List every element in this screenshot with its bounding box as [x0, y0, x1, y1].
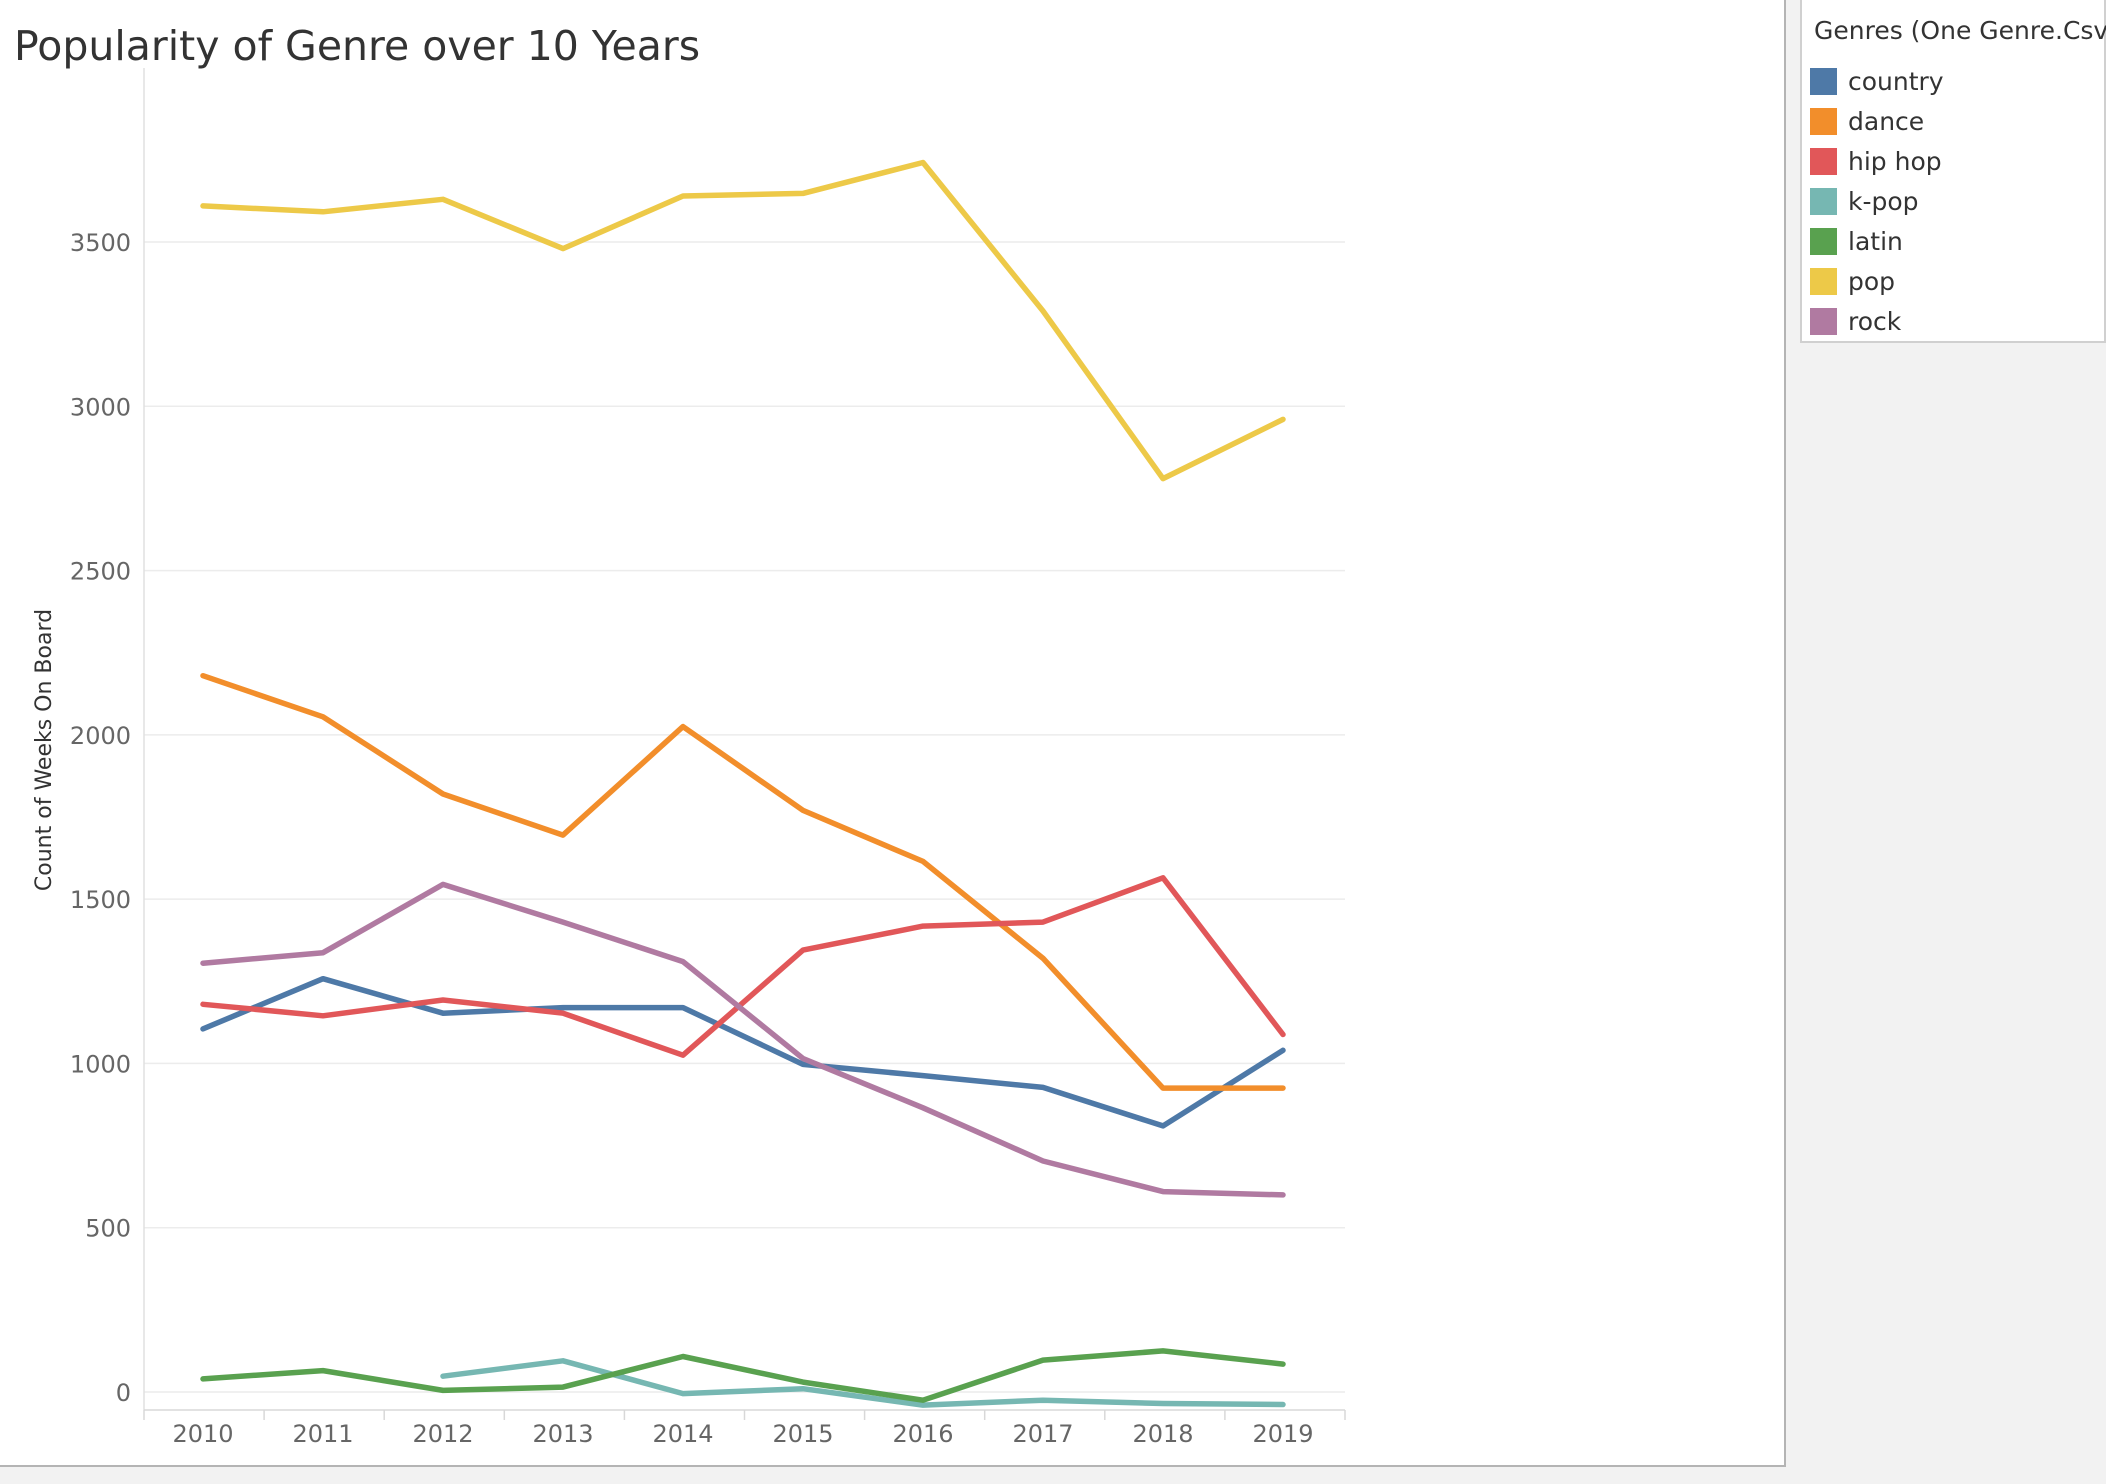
line-chart[interactable]: Count of Weeks On Board 0 500 1000 1500 2000… [0, 0, 1786, 1467]
legend-swatch [1810, 227, 1837, 255]
y-tick-label: 1000 [70, 1050, 131, 1078]
x-tick-label: 2015 [772, 1420, 833, 1448]
x-tick-label: 2010 [172, 1420, 233, 1448]
y-tick-label: 0 [116, 1379, 131, 1407]
legend-item-dance[interactable]: dance [1810, 106, 1924, 136]
x-tick-label: 2012 [412, 1420, 473, 1448]
x-tick-label: 2013 [532, 1420, 593, 1448]
legend-item-rock[interactable]: rock [1810, 306, 1901, 336]
legend-label: dance [1848, 106, 1925, 136]
y-tick-label: 500 [85, 1215, 131, 1243]
y-axis-title: Count of Weeks On Board [32, 609, 57, 891]
y-tick-label: 1500 [70, 886, 131, 914]
legend-swatch [1810, 107, 1837, 135]
x-tick-label: 2018 [1132, 1420, 1193, 1448]
series-line-dance[interactable] [200, 672, 1286, 1091]
legend-item-pop[interactable]: pop [1810, 266, 1895, 296]
y-tick-label: 3000 [70, 393, 131, 421]
legend-label: latin [1848, 226, 1903, 256]
legend-swatch [1810, 67, 1837, 95]
legend-item-latin[interactable]: latin [1810, 226, 1903, 256]
series-line-pop[interactable] [200, 159, 1286, 482]
legend-item-country[interactable]: country [1810, 66, 1944, 96]
series-line-country[interactable] [200, 975, 1286, 1129]
x-tick-label: 2016 [892, 1420, 953, 1448]
chart-panel: Popularity of Genre over 10 Years Count … [0, 0, 1786, 1467]
series-line-hip-hop[interactable] [200, 875, 1286, 1058]
legend-label: rock [1848, 306, 1902, 336]
series-line-rock[interactable] [200, 881, 1286, 1198]
x-tick-label: 2011 [292, 1420, 353, 1448]
axes: Count of Weeks On Board 0 500 1000 1500 2000… [32, 68, 1346, 1448]
legend-swatch [1810, 147, 1837, 175]
legend-label: k-pop [1848, 186, 1919, 216]
chart-title: Popularity of Genre over 10 Years [14, 22, 701, 70]
legend-label: hip hop [1848, 146, 1942, 176]
gridlines [144, 241, 1345, 1393]
y-tick-label: 2500 [70, 558, 131, 586]
y-tick-label: 3500 [70, 229, 131, 257]
y-tick-label: 2000 [70, 722, 131, 750]
legend-swatch [1810, 187, 1837, 215]
legend-label: country [1848, 66, 1944, 96]
series-line-k-pop[interactable] [440, 1358, 1286, 1408]
legend: Genres (One Genre.Csv) country dance hip h… [1800, 0, 2106, 343]
legend-label: pop [1848, 266, 1896, 296]
legend-swatch [1810, 267, 1837, 295]
x-tick-label: 2014 [652, 1420, 713, 1448]
x-tick-label: 2017 [1012, 1420, 1073, 1448]
legend-item-k-pop[interactable]: k-pop [1810, 186, 1919, 216]
series-line-latin[interactable] [200, 1348, 1286, 1403]
series-lines[interactable] [200, 159, 1286, 1408]
legend-item-hip-hop[interactable]: hip hop [1810, 146, 1942, 176]
legend-title: Genres (One Genre.Csv) [1814, 16, 2106, 45]
legend-swatch [1810, 307, 1837, 335]
x-tick-label: 2019 [1252, 1420, 1313, 1448]
